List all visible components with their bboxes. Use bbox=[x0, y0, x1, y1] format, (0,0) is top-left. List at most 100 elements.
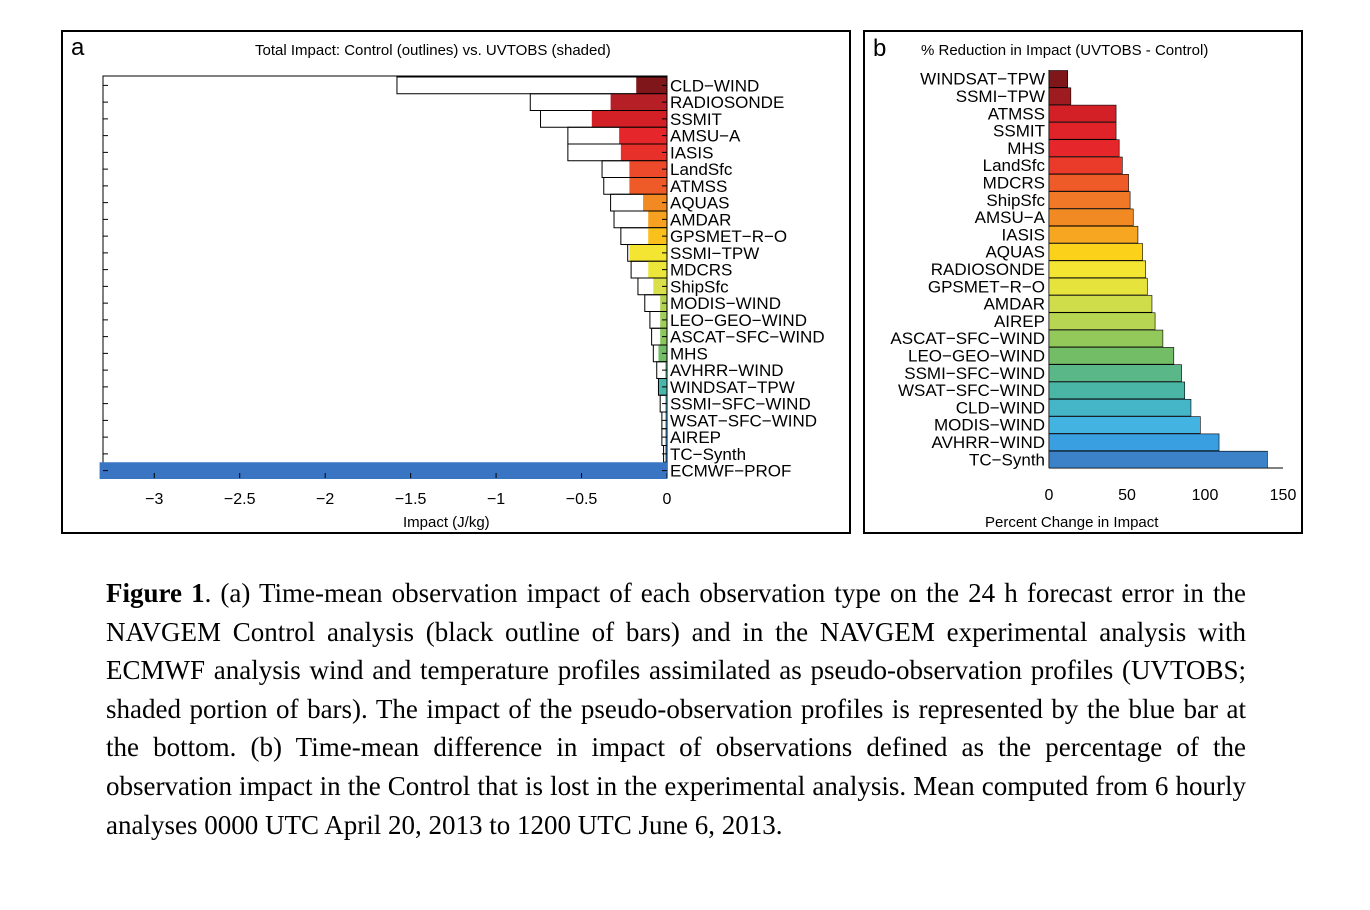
category-label: RADIOSONDE bbox=[670, 93, 784, 112]
category-label: ShipSfc bbox=[986, 191, 1045, 210]
category-label: ECMWF−PROF bbox=[670, 462, 791, 481]
bar-uvtobs bbox=[610, 93, 667, 111]
x-tick-label: −0.5 bbox=[566, 491, 598, 508]
category-label: ASCAT−SFC−WIND bbox=[890, 329, 1045, 348]
bar bbox=[1048, 191, 1131, 209]
bar-uvtobs bbox=[629, 177, 667, 195]
panel-a-letter: a bbox=[71, 34, 85, 61]
bar bbox=[1048, 243, 1143, 261]
category-label: WSAT−SFC−WIND bbox=[898, 381, 1045, 400]
panel-b-x-axis-label: Percent Change in Impact bbox=[985, 514, 1159, 531]
bar bbox=[1048, 347, 1175, 365]
caption-label: Figure 1 bbox=[106, 578, 205, 608]
x-tick-label: 50 bbox=[1118, 487, 1136, 504]
bar-control-outline bbox=[396, 76, 668, 95]
category-label: LandSfc bbox=[670, 160, 733, 179]
category-label: SSMI−TPW bbox=[956, 87, 1045, 106]
bar bbox=[1048, 398, 1192, 417]
bar bbox=[1048, 174, 1129, 192]
bar bbox=[1048, 70, 1069, 88]
category-label: WSAT−SFC−WIND bbox=[670, 411, 817, 430]
panel-a-x-axis-label: Impact (J/kg) bbox=[403, 514, 490, 531]
category-label: AQUAS bbox=[670, 194, 730, 213]
plot-frame bbox=[102, 75, 668, 479]
category-label: MODIS−WIND bbox=[670, 294, 781, 313]
bar-uvtobs bbox=[636, 77, 667, 94]
caption-text: . (a) Time-mean observation impact of ea… bbox=[106, 578, 1246, 840]
category-label: IASIS bbox=[1002, 225, 1045, 244]
category-label: TC−Synth bbox=[670, 445, 746, 464]
x-tick-label: −1 bbox=[487, 491, 505, 508]
category-label: MDCRS bbox=[983, 173, 1045, 192]
panel-b: b % Reduction in Impact (UVTOBS - Contro… bbox=[863, 30, 1303, 534]
bar bbox=[1048, 208, 1134, 227]
x-tick-label: −2 bbox=[316, 491, 334, 508]
category-label: ATMSS bbox=[670, 177, 727, 196]
x-tick-label: 0 bbox=[663, 491, 672, 508]
category-label: ShipSfc bbox=[670, 277, 729, 296]
x-tick-label: 100 bbox=[1192, 487, 1219, 504]
bar-uvtobs bbox=[648, 227, 667, 245]
category-label: SSMI−SFC−WIND bbox=[904, 364, 1045, 383]
x-tick-label: −3 bbox=[145, 491, 163, 508]
category-label: AMSU−A bbox=[670, 127, 741, 146]
category-label: IASIS bbox=[670, 143, 713, 162]
bar-uvtobs bbox=[629, 244, 667, 262]
bar-uvtobs bbox=[629, 160, 667, 178]
category-label: AIREP bbox=[670, 428, 721, 447]
panel-b-chart: WINDSAT−TPWSSMI−TPWATMSSSSMITMHSLandSfcM… bbox=[890, 70, 1297, 504]
category-label: SSMIT bbox=[670, 110, 722, 129]
bar-uvtobs bbox=[620, 144, 667, 161]
category-label: LEO−GEO−WIND bbox=[670, 311, 807, 330]
category-label: MODIS−WIND bbox=[934, 416, 1045, 435]
category-label: AVHRR−WIND bbox=[932, 433, 1046, 452]
bar bbox=[1048, 450, 1268, 469]
category-label: SSMI−TPW bbox=[670, 244, 759, 263]
x-tick-label: 150 bbox=[1270, 487, 1297, 504]
bar bbox=[1048, 364, 1182, 382]
category-label: AMDAR bbox=[984, 295, 1045, 314]
panel-a-title: Total Impact: Control (outlines) vs. UVT… bbox=[255, 42, 611, 59]
bar bbox=[1048, 225, 1139, 244]
category-label: WINDSAT−TPW bbox=[920, 70, 1045, 89]
bar bbox=[1048, 329, 1164, 348]
bar-uvtobs bbox=[648, 261, 667, 278]
category-label: ATMSS bbox=[988, 104, 1045, 123]
category-label: GPSMET−R−O bbox=[928, 277, 1045, 296]
category-label: LandSfc bbox=[983, 156, 1046, 175]
bar bbox=[1048, 139, 1120, 157]
bar bbox=[1048, 104, 1117, 123]
category-label: RADIOSONDE bbox=[931, 260, 1045, 279]
bar bbox=[1048, 156, 1123, 175]
category-label: AVHRR−WIND bbox=[670, 361, 784, 380]
category-label: AMSU−A bbox=[975, 208, 1046, 227]
bar bbox=[1048, 87, 1072, 105]
panel-b-title: % Reduction in Impact (UVTOBS - Control) bbox=[921, 42, 1209, 59]
bar-uvtobs bbox=[643, 194, 667, 211]
bar bbox=[1048, 295, 1153, 313]
bar bbox=[1048, 260, 1147, 278]
category-label: SSMIT bbox=[993, 122, 1045, 141]
bar bbox=[1048, 122, 1117, 140]
category-label: GPSMET−R−O bbox=[670, 227, 787, 246]
category-label: ASCAT−SFC−WIND bbox=[670, 328, 825, 347]
bar bbox=[1048, 381, 1186, 400]
category-label: MHS bbox=[670, 344, 708, 363]
x-tick-label: −1.5 bbox=[395, 491, 427, 508]
x-tick-label: −2.5 bbox=[224, 491, 256, 508]
category-label: SSMI−SFC−WIND bbox=[670, 395, 811, 414]
category-label: AIREP bbox=[994, 312, 1045, 331]
category-label: TC−Synth bbox=[969, 450, 1045, 469]
category-label: CLD−WIND bbox=[956, 398, 1045, 417]
panel-a-chart: CLD−WINDRADIOSONDESSMITAMSU−AIASISLandSf… bbox=[99, 75, 825, 508]
bar-uvtobs bbox=[99, 462, 668, 479]
panel-a: a Total Impact: Control (outlines) vs. U… bbox=[61, 30, 851, 534]
bar-uvtobs bbox=[648, 211, 667, 228]
bar-uvtobs bbox=[619, 127, 667, 144]
bar-uvtobs bbox=[653, 278, 667, 295]
bar bbox=[1048, 416, 1201, 434]
bar bbox=[1048, 277, 1148, 296]
category-label: AQUAS bbox=[985, 243, 1045, 262]
category-label: WINDSAT−TPW bbox=[670, 378, 795, 397]
category-label: MHS bbox=[1007, 139, 1045, 158]
